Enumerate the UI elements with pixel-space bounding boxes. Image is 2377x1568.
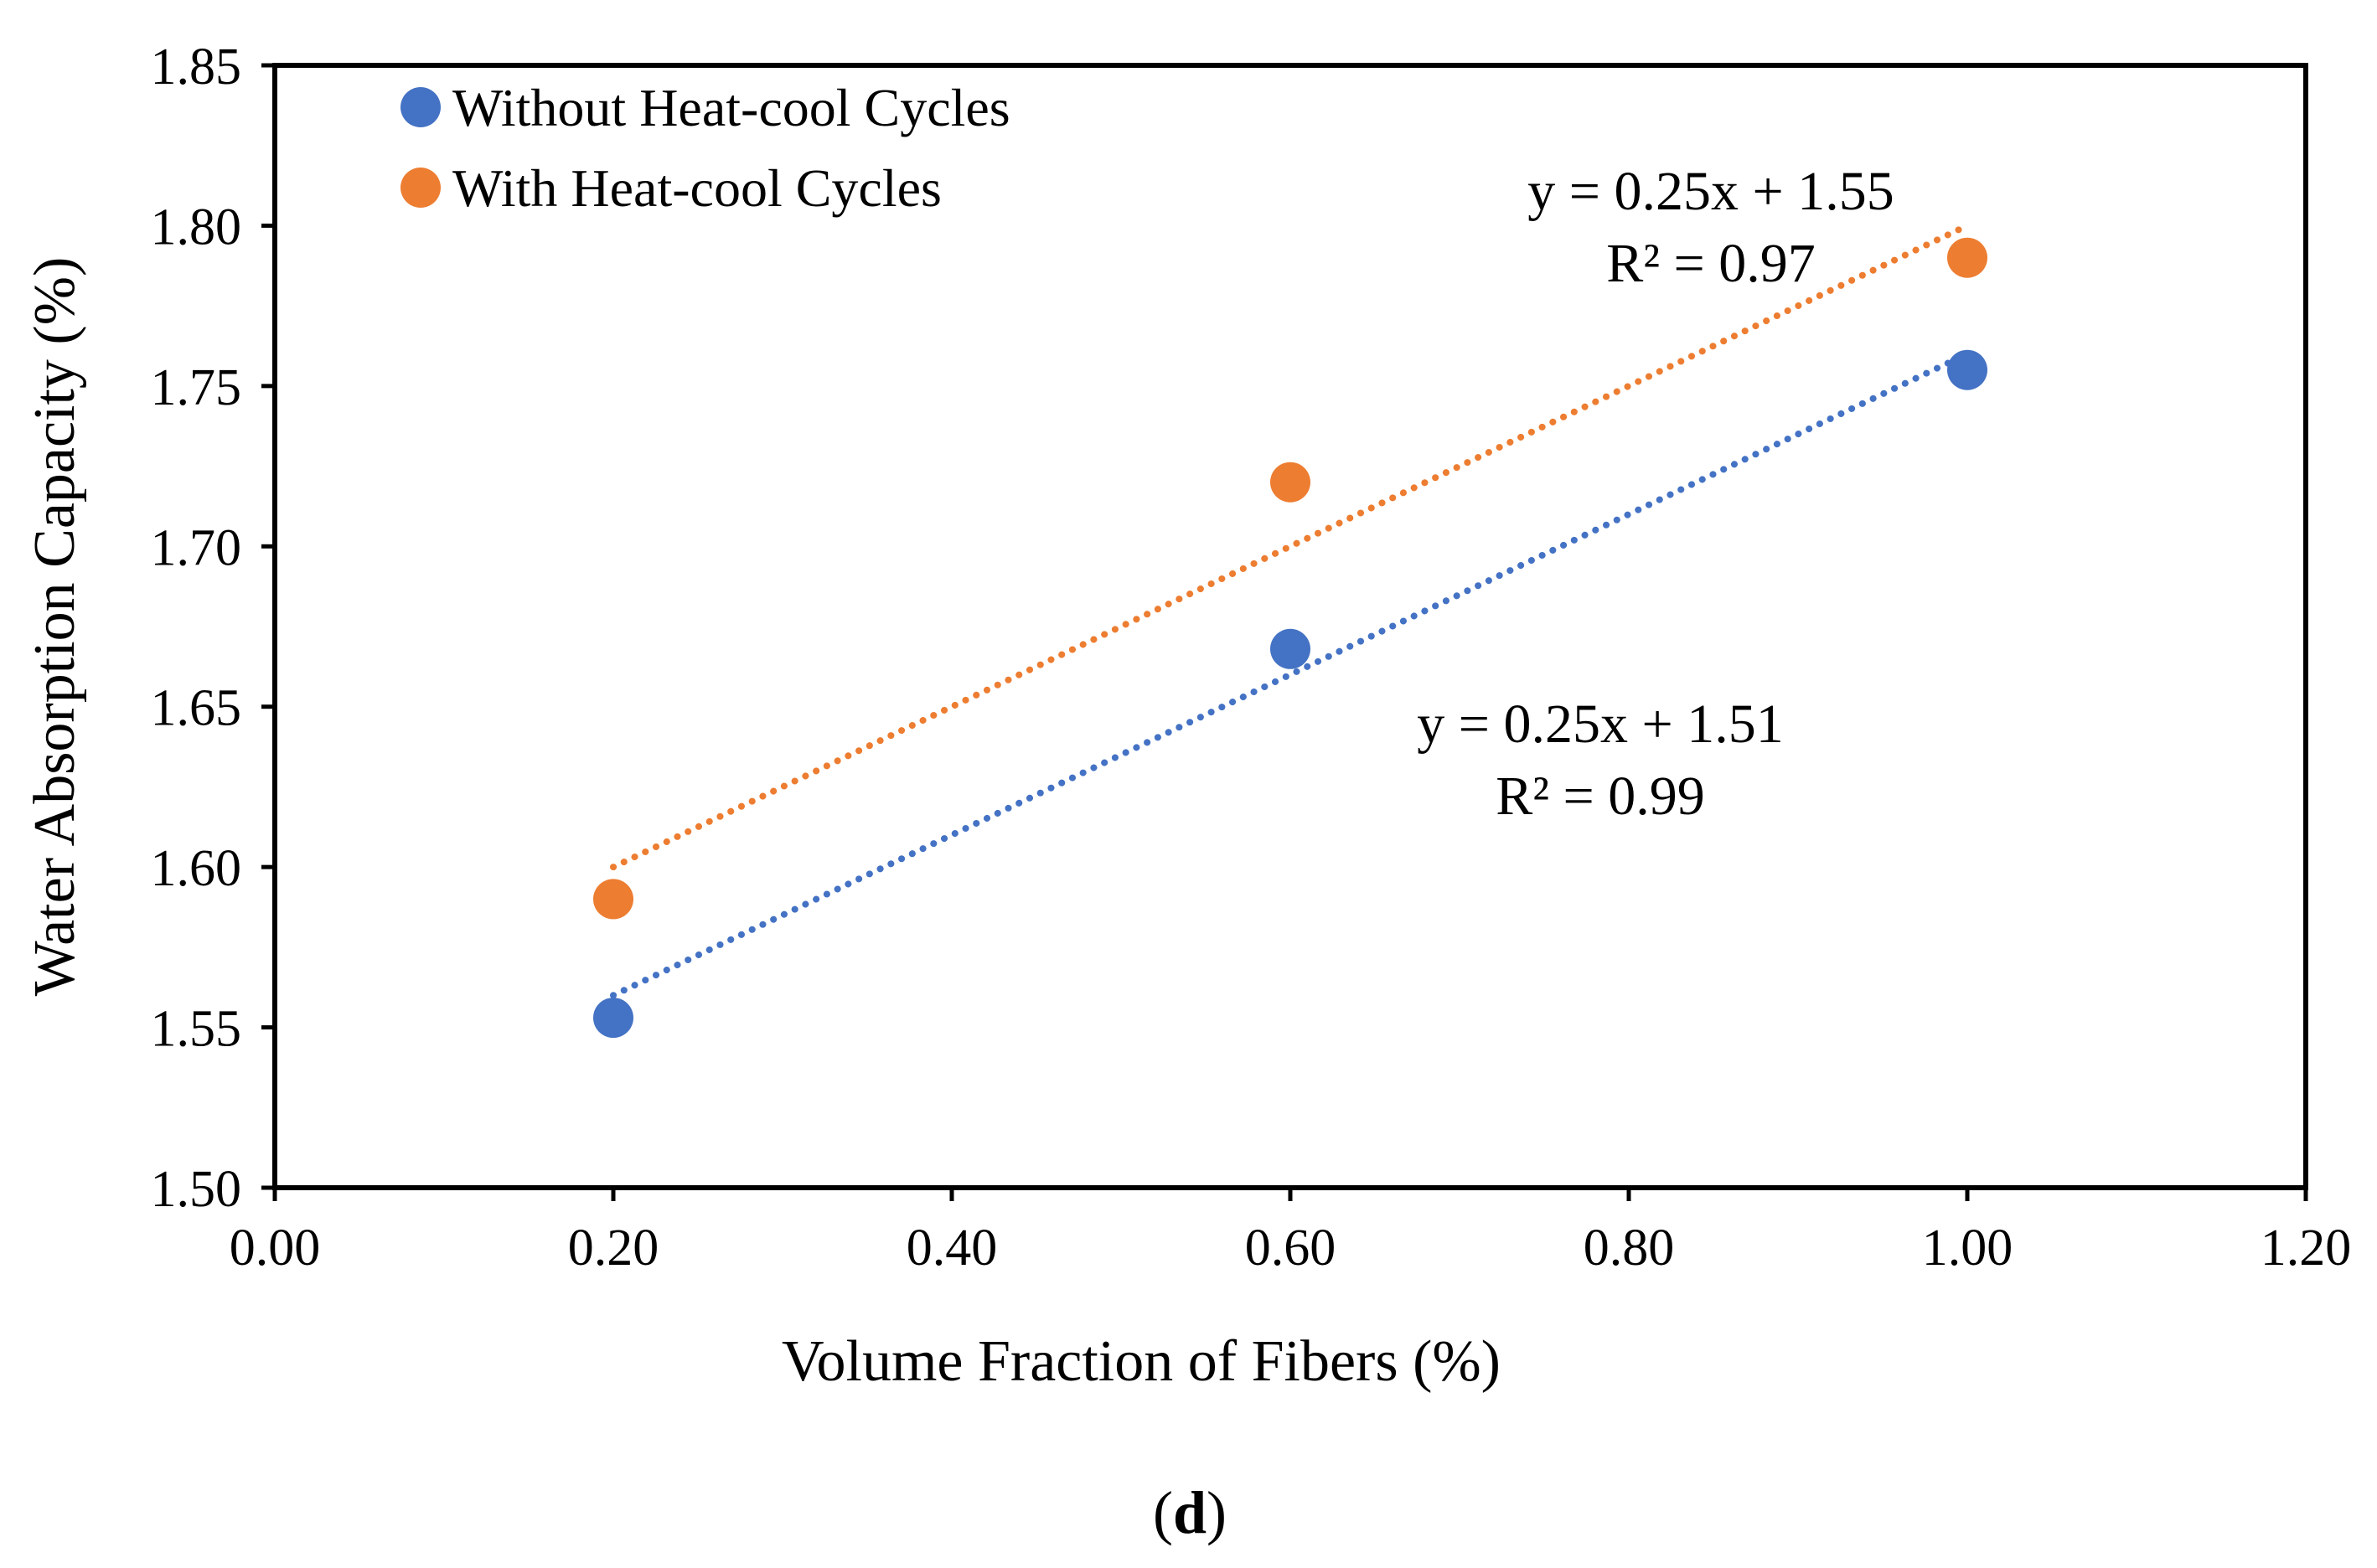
y-axis-tick-labels: 1.50 1.55 1.60 1.65 1.70 1.75 1.80 1.85 [151, 39, 242, 1218]
legend-label-with-heat-cool: With Heat-cool Cycles [452, 158, 942, 218]
x-tick-label: 0.80 [1584, 1220, 1675, 1277]
y-tick-label: 1.50 [151, 1161, 242, 1218]
trendline-layer [610, 222, 1971, 999]
y-tick-label: 1.60 [151, 840, 242, 897]
y-tick-label: 1.80 [151, 199, 242, 255]
x-axis-ticks [272, 1188, 2308, 1201]
data-point-with-heat-cool [1947, 237, 1987, 278]
trendline-annotation-with-heat-cool: y = 0.25x + 1.55 R² = 0.97 [1527, 161, 1894, 294]
x-axis-title: Volume Fraction of Fibers (%) [782, 1329, 1501, 1394]
y-axis-title: Water Absorption Capacity (%) [23, 257, 87, 997]
trendline-with-heat-cool [610, 222, 1971, 871]
legend: Without Heat-cool Cycles With Heat-cool … [400, 78, 1010, 218]
plot-area [272, 63, 2308, 1190]
x-tick-label: 1.00 [1922, 1220, 2013, 1277]
y-tick-label: 1.70 [151, 519, 242, 576]
panel-label-letter: d [1173, 1479, 1207, 1546]
legend-label-without-heat-cool: Without Heat-cool Cycles [452, 78, 1010, 137]
panel-label: (d) [1153, 1479, 1227, 1546]
y-tick-label: 1.75 [151, 359, 242, 416]
y-tick-label: 1.65 [151, 680, 242, 737]
r-squared-with-heat-cool: R² = 0.97 [1606, 233, 1816, 294]
trendline-annotation-without-heat-cool: y = 0.25x + 1.51 R² = 0.99 [1417, 694, 1783, 827]
y-axis-ticks [261, 63, 275, 1190]
x-tick-label: 1.20 [2261, 1220, 2352, 1277]
x-tick-label: 0.40 [907, 1220, 998, 1277]
x-tick-label: 0.20 [568, 1220, 659, 1277]
x-tick-label: 0.00 [230, 1220, 321, 1277]
data-point-without-heat-cool [1270, 628, 1310, 669]
data-point-without-heat-cool [593, 998, 633, 1039]
x-tick-label: 0.60 [1245, 1220, 1336, 1277]
equation-with-heat-cool: y = 0.25x + 1.55 [1527, 161, 1894, 222]
legend-marker-without-heat-cool [400, 87, 441, 127]
y-tick-label: 1.55 [151, 1001, 242, 1058]
data-point-layer [593, 237, 1987, 1039]
r-squared-without-heat-cool: R² = 0.99 [1496, 766, 1705, 827]
data-point-without-heat-cool [1947, 349, 1987, 390]
x-axis-tick-labels: 0.00 0.20 0.40 0.60 0.80 1.00 1.20 [230, 1220, 2352, 1277]
data-point-with-heat-cool [1270, 462, 1310, 503]
data-point-with-heat-cool [593, 879, 633, 920]
y-tick-label: 1.85 [151, 39, 242, 95]
trendline-without-heat-cool [610, 350, 1971, 999]
legend-marker-with-heat-cool [400, 168, 441, 208]
equation-without-heat-cool: y = 0.25x + 1.51 [1417, 694, 1783, 755]
